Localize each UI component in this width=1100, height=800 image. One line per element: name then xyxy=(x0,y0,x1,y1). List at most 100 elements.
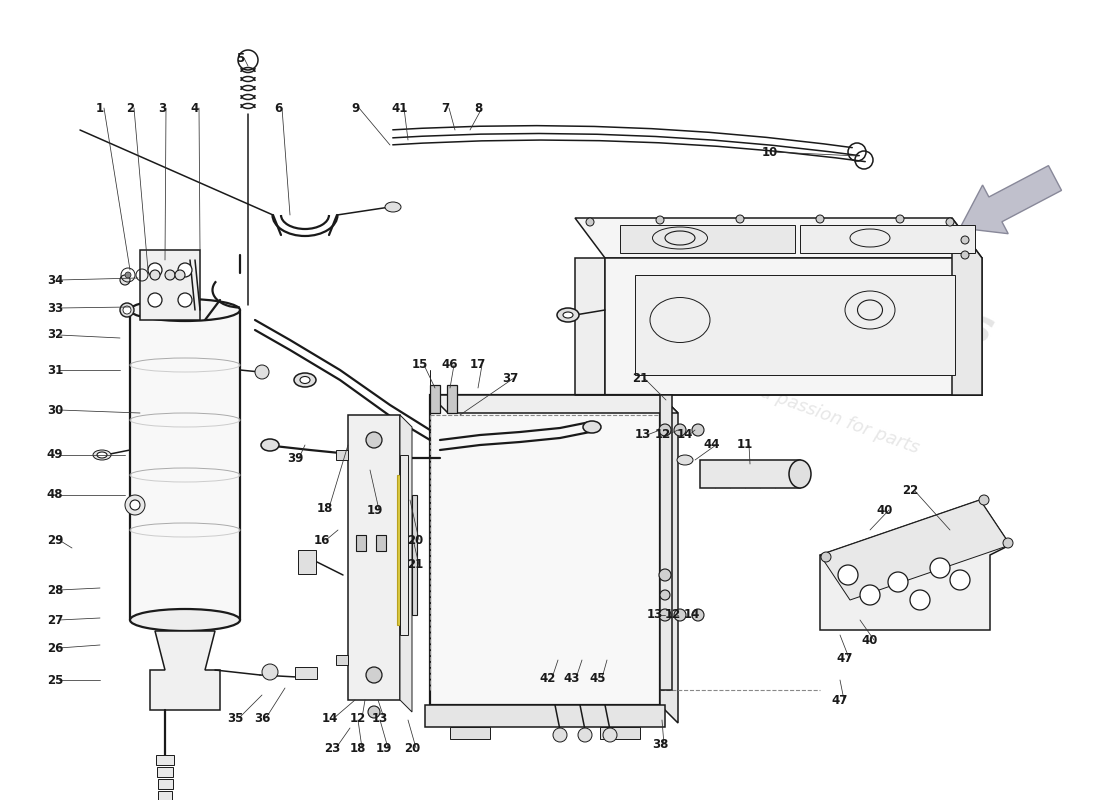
Circle shape xyxy=(860,585,880,605)
Text: 41: 41 xyxy=(392,102,408,114)
Circle shape xyxy=(660,590,670,600)
Circle shape xyxy=(692,609,704,621)
Circle shape xyxy=(1003,538,1013,548)
Ellipse shape xyxy=(94,450,111,460)
Text: 34: 34 xyxy=(47,274,63,286)
Text: 29: 29 xyxy=(47,534,63,546)
Text: 14: 14 xyxy=(322,711,338,725)
Text: 30: 30 xyxy=(47,403,63,417)
Circle shape xyxy=(368,706,379,718)
Text: 10: 10 xyxy=(762,146,778,158)
Ellipse shape xyxy=(300,377,310,383)
Text: 48: 48 xyxy=(46,489,64,502)
Text: 14: 14 xyxy=(676,429,693,442)
Text: 13: 13 xyxy=(647,609,663,622)
Text: 25: 25 xyxy=(47,674,63,686)
Text: 27: 27 xyxy=(47,614,63,626)
Bar xyxy=(635,275,955,375)
Circle shape xyxy=(659,424,671,436)
Circle shape xyxy=(656,216,664,224)
Text: 42: 42 xyxy=(540,671,557,685)
Text: 3: 3 xyxy=(158,102,166,114)
Text: 49: 49 xyxy=(46,449,64,462)
Ellipse shape xyxy=(557,308,579,322)
Circle shape xyxy=(586,218,594,226)
Circle shape xyxy=(366,432,382,448)
Bar xyxy=(430,385,440,413)
Circle shape xyxy=(692,424,704,436)
Text: 28: 28 xyxy=(47,583,63,597)
Circle shape xyxy=(896,215,904,223)
Text: 14: 14 xyxy=(684,609,701,622)
Bar xyxy=(348,415,400,700)
Circle shape xyxy=(674,609,686,621)
Bar xyxy=(295,667,317,679)
Text: 44: 44 xyxy=(704,438,720,451)
Text: 15: 15 xyxy=(411,358,428,371)
Text: 20: 20 xyxy=(404,742,420,754)
Circle shape xyxy=(736,215,744,223)
Circle shape xyxy=(553,728,566,742)
Text: 17: 17 xyxy=(470,358,486,371)
Circle shape xyxy=(165,270,175,280)
Bar xyxy=(800,225,975,253)
Circle shape xyxy=(178,293,192,307)
Text: 47: 47 xyxy=(837,651,854,665)
Circle shape xyxy=(930,558,950,578)
Text: 22: 22 xyxy=(902,483,918,497)
Bar xyxy=(600,727,640,739)
Text: 13: 13 xyxy=(372,711,388,725)
Text: 39: 39 xyxy=(287,451,304,465)
Bar xyxy=(447,385,456,413)
Polygon shape xyxy=(430,395,678,413)
Text: 9: 9 xyxy=(351,102,359,114)
Text: 21: 21 xyxy=(407,558,424,571)
Text: 7: 7 xyxy=(441,102,449,114)
Bar xyxy=(356,535,366,551)
Bar xyxy=(336,450,348,460)
Text: 43: 43 xyxy=(564,671,580,685)
Text: 1985: 1985 xyxy=(880,346,940,384)
Text: 12: 12 xyxy=(664,609,681,622)
Polygon shape xyxy=(820,500,1010,630)
Bar xyxy=(157,779,173,789)
Polygon shape xyxy=(660,395,678,723)
Text: 13: 13 xyxy=(635,429,651,442)
Text: 40: 40 xyxy=(877,503,893,517)
Ellipse shape xyxy=(583,421,601,433)
Text: 33: 33 xyxy=(47,302,63,314)
Circle shape xyxy=(178,263,192,277)
Bar xyxy=(130,310,240,620)
Circle shape xyxy=(148,293,162,307)
Circle shape xyxy=(125,272,131,278)
Circle shape xyxy=(603,728,617,742)
Polygon shape xyxy=(150,631,220,710)
Text: 32: 32 xyxy=(47,329,63,342)
Ellipse shape xyxy=(261,439,279,451)
Ellipse shape xyxy=(130,299,240,321)
Bar xyxy=(400,455,408,635)
Circle shape xyxy=(120,303,134,317)
Text: 40: 40 xyxy=(861,634,878,646)
Circle shape xyxy=(255,365,270,379)
Text: 31: 31 xyxy=(47,363,63,377)
Circle shape xyxy=(659,609,671,621)
Text: 18: 18 xyxy=(350,742,366,754)
Circle shape xyxy=(120,275,130,285)
Ellipse shape xyxy=(97,452,107,458)
FancyArrow shape xyxy=(960,166,1062,234)
Bar xyxy=(700,460,800,488)
Circle shape xyxy=(262,664,278,680)
Circle shape xyxy=(838,565,858,585)
Text: 4: 4 xyxy=(191,102,199,114)
Circle shape xyxy=(674,424,686,436)
Circle shape xyxy=(123,306,131,314)
Bar xyxy=(336,655,348,665)
Text: 6: 6 xyxy=(274,102,282,114)
Circle shape xyxy=(821,552,830,562)
Polygon shape xyxy=(820,500,1010,600)
Text: 19: 19 xyxy=(376,742,393,754)
Text: 38: 38 xyxy=(652,738,668,751)
Polygon shape xyxy=(575,218,982,258)
Circle shape xyxy=(150,270,160,280)
